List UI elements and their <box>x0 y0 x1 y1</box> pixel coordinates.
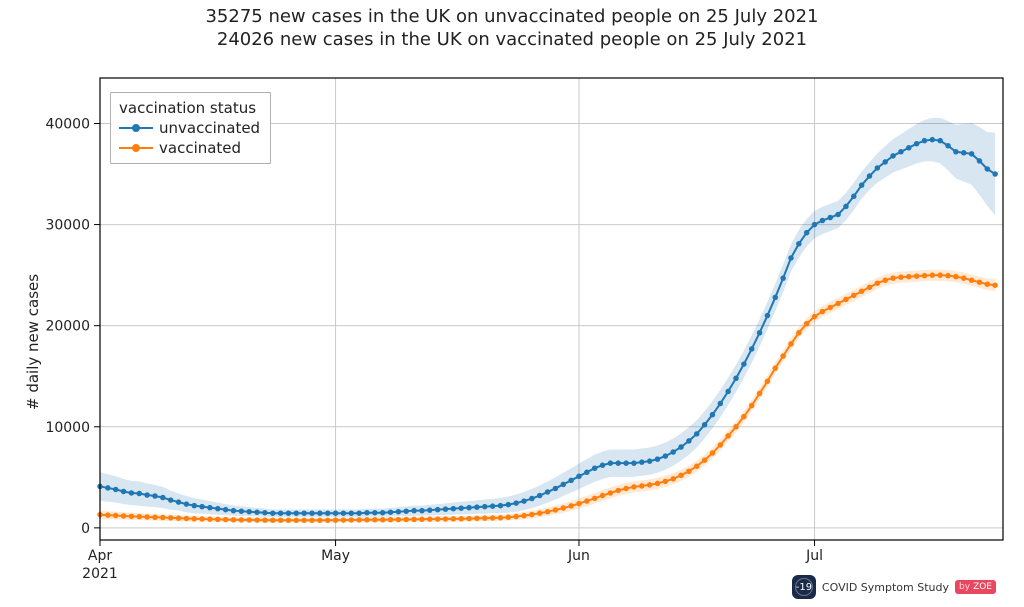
svg-text:Jun: Jun <box>567 548 590 564</box>
legend-label-vaccinated: vaccinated <box>159 139 241 157</box>
zoe-name: ZOE <box>973 582 992 592</box>
svg-text:10000: 10000 <box>45 420 90 436</box>
chart-container: 35275 new cases in the UK on unvaccinate… <box>0 0 1024 607</box>
zoe-by: by <box>959 582 970 592</box>
legend-item-vaccinated: vaccinated <box>119 139 260 157</box>
legend-dot-icon <box>132 144 140 152</box>
svg-text:40000: 40000 <box>45 116 90 132</box>
branding-text: COVID Symptom Study <box>822 581 949 594</box>
svg-text:30000: 30000 <box>45 218 90 234</box>
svg-text:May: May <box>321 548 350 564</box>
covid19-badge-icon: -19 <box>792 575 816 599</box>
y-axis-label: # daily new cases <box>24 274 42 410</box>
legend-label-unvaccinated: unvaccinated <box>159 119 260 137</box>
legend-title: vaccination status <box>119 99 260 117</box>
svg-text:Jul: Jul <box>805 548 823 564</box>
legend-swatch-unvaccinated <box>119 121 153 135</box>
legend-swatch-vaccinated <box>119 141 153 155</box>
legend-item-unvaccinated: unvaccinated <box>119 119 260 137</box>
svg-text:Apr: Apr <box>88 548 112 564</box>
legend-dot-icon <box>132 124 140 132</box>
svg-text:0: 0 <box>81 521 90 537</box>
branding: -19 COVID Symptom Study by ZOE <box>792 575 996 599</box>
zoe-badge: by ZOE <box>955 580 996 594</box>
svg-text:2021: 2021 <box>82 566 118 582</box>
svg-text:20000: 20000 <box>45 319 90 335</box>
legend: vaccination status unvaccinated vaccinat… <box>110 92 271 164</box>
